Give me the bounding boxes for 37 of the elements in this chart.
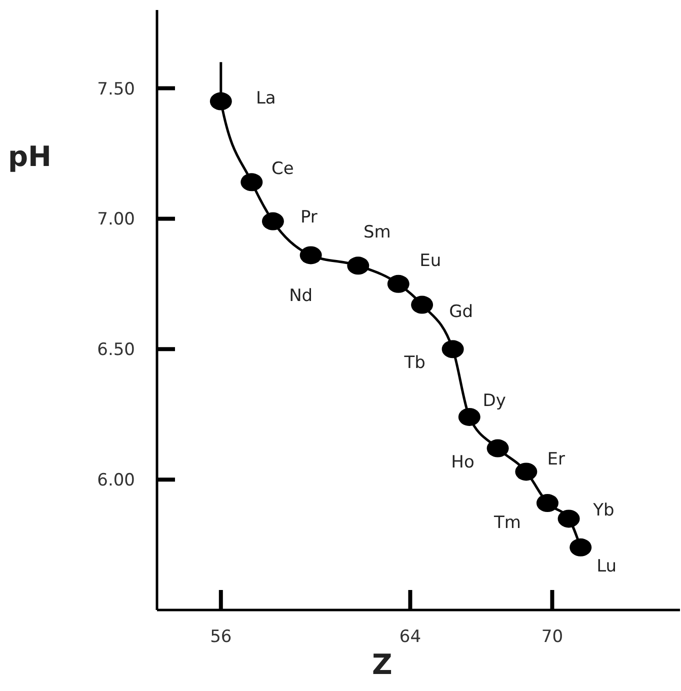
point (210, 92, 232, 110)
point (570, 538, 592, 556)
point (515, 462, 538, 481)
data-label: Eu (420, 250, 442, 271)
data-label: Nd (289, 286, 313, 306)
x-tick-label: 64 (399, 627, 422, 647)
data-label: Yb (592, 500, 614, 521)
point (300, 246, 322, 264)
data-label: Sm (363, 222, 391, 243)
point (347, 256, 370, 275)
y-axis-title: pH (8, 140, 52, 173)
data-label: Ce (271, 159, 294, 180)
data-label: Ho (451, 452, 474, 472)
point (458, 408, 480, 426)
point (558, 510, 580, 528)
data-label: Lu (596, 556, 617, 576)
data-label: Tm (493, 513, 521, 534)
y-tick-label: 7.50 (97, 79, 135, 100)
y-tick-label: 6.00 (97, 470, 135, 491)
point (536, 494, 558, 512)
point (262, 212, 284, 230)
x-axis-title: Z (372, 648, 392, 681)
data-label: Gd (449, 302, 474, 322)
point (240, 173, 263, 192)
point (486, 439, 509, 458)
data-label: Pr (300, 207, 318, 228)
y-tick-label: 6.50 (97, 340, 135, 360)
point (411, 296, 434, 314)
x-tick-label: 70 (541, 627, 564, 647)
point (387, 274, 410, 293)
data-label: Tb (403, 353, 426, 374)
point (442, 340, 464, 358)
x-tick-label: 56 (210, 627, 232, 647)
data-label: Er (547, 450, 566, 470)
data-label: Dy (482, 390, 506, 411)
data-label: La (256, 88, 276, 108)
y-tick-label: 7.00 (97, 210, 135, 230)
